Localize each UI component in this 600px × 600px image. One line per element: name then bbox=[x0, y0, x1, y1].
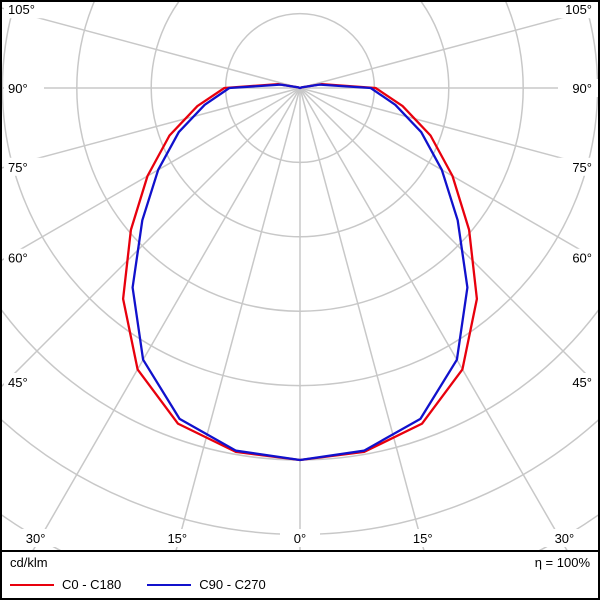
legend-line-c0-c180 bbox=[10, 583, 54, 586]
legend-item-c90-c270: C90 - C270 bbox=[147, 577, 266, 592]
angle-label: 45° bbox=[8, 375, 28, 390]
angle-label: 90° bbox=[572, 81, 592, 96]
legend-strip: cd/klm η = 100% C0 - C180 C90 - C270 bbox=[2, 552, 598, 598]
angle-label: 75° bbox=[572, 160, 592, 175]
angle-label: 0° bbox=[294, 531, 306, 546]
angle-label: 90° bbox=[8, 81, 28, 96]
legend-items: C0 - C180 C90 - C270 bbox=[10, 577, 590, 596]
polar-grid bbox=[2, 2, 598, 550]
polar-chart-area: 0° 15° 15° 30° 30° 45° 45° 60° 60° 75° 75° 90° 90° 10… bbox=[2, 2, 598, 552]
angle-label: 30° bbox=[26, 531, 46, 546]
legend-top-row: cd/klm η = 100% bbox=[10, 555, 590, 570]
units-label: cd/klm bbox=[10, 555, 48, 570]
polar-chart-svg: 0° 15° 15° 30° 30° 45° 45° 60° 60° 75° 75° 90° 90° 10… bbox=[2, 2, 598, 550]
angle-label: 15° bbox=[413, 531, 433, 546]
angle-label: 75° bbox=[8, 160, 28, 175]
legend-label-c0-c180: C0 - C180 bbox=[62, 577, 122, 592]
angle-labels: 0° 15° 15° 30° 30° 45° 45° 60° 60° 75° 75° 90° 90° 10… bbox=[4, 2, 598, 547]
angle-label: 60° bbox=[572, 251, 592, 266]
efficiency-label: η = 100% bbox=[534, 555, 590, 570]
angle-label: 105° bbox=[8, 2, 35, 17]
angle-label: 60° bbox=[8, 251, 28, 266]
curve-c90-c270 bbox=[131, 83, 469, 462]
angle-label: 30° bbox=[555, 531, 575, 546]
legend-item-c0-c180: C0 - C180 bbox=[10, 577, 121, 592]
legend-label-c90-c270: C90 - C270 bbox=[199, 577, 266, 592]
angle-label: 15° bbox=[167, 531, 187, 546]
angle-label: 45° bbox=[572, 375, 592, 390]
angle-label: 105° bbox=[565, 2, 592, 17]
legend-line-c90-c270 bbox=[147, 583, 192, 586]
